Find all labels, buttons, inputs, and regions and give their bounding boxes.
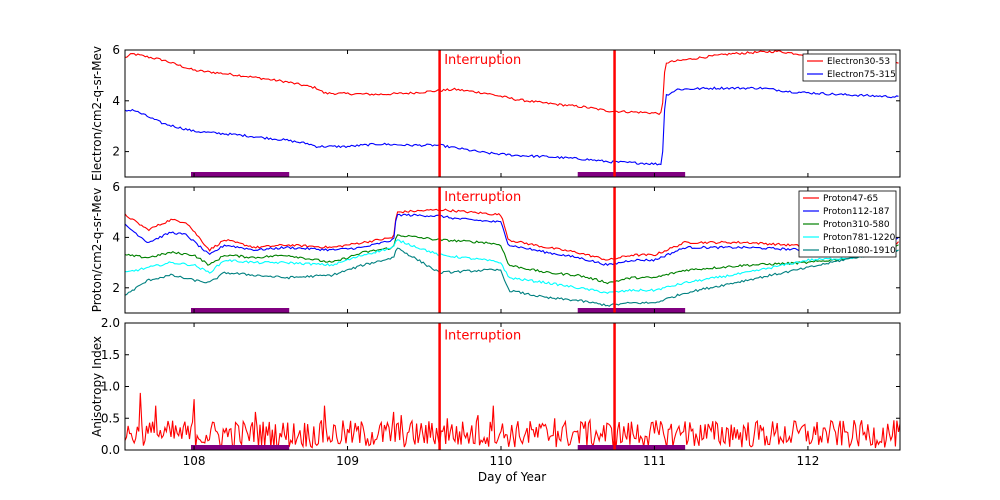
gap-bar-2-1 — [577, 445, 686, 450]
y-tick-label-2-0: 0.0 — [101, 443, 120, 457]
proton-panel: Interruption 2 4 6 Proton/cm2-q-sr-Mev Proton… — [90, 180, 901, 314]
y-tick-label-2-3: 1.5 — [101, 348, 120, 362]
y-axis-label-2: Anisotropy Index — [90, 336, 104, 437]
interruption-label-0: Interruption — [444, 53, 521, 68]
series-line-1-0 — [125, 208, 899, 261]
anisotropy-panel: Interruption 0.0 0.5 1.0 1.5 2.0 108 109 110 111 1… — [90, 316, 901, 468]
y-tick-label-0-0: 2 — [112, 145, 120, 159]
y-tick-label-2-2: 1.0 — [101, 380, 120, 394]
y-tick-label-0-2: 6 — [112, 43, 120, 57]
series-line-1-4 — [125, 247, 899, 307]
x-tick-label-0: 108 — [183, 454, 206, 468]
series-line-0-1 — [125, 86, 899, 166]
gap-bar-2-0 — [190, 445, 290, 450]
x-tick-label-2: 110 — [490, 454, 513, 468]
legend-entry-1-3: Proton781-1220 — [823, 233, 896, 243]
plot-frame-0 — [124, 49, 901, 178]
x-tick-label-4: 112 — [796, 454, 819, 468]
y-tick-label-0-1: 4 — [112, 94, 120, 108]
series-line-0-0 — [125, 50, 899, 116]
y-tick-label-1-0: 2 — [112, 281, 120, 295]
gap-bar-1-1 — [577, 308, 686, 313]
y-tick-label-1-1: 4 — [112, 230, 120, 244]
y-tick-label-2-1: 0.5 — [101, 411, 120, 425]
gap-bar-1-0 — [190, 308, 290, 313]
series-line-1-2 — [125, 234, 899, 285]
legend-entry-0-1: Electron75-315 — [827, 70, 896, 80]
legend-entry-1-4: Prton1080-1910 — [823, 246, 896, 256]
series-line-2-0 — [125, 392, 900, 450]
y-axis-label-0: Electron/cm2-q-sr-Mev — [90, 46, 104, 181]
gap-bar-0-1 — [577, 172, 686, 177]
gap-bar-0-0 — [190, 172, 290, 177]
legend-entry-1-0: Proton47-65 — [823, 194, 878, 204]
x-tick-label-1: 109 — [336, 454, 359, 468]
interruption-label-1: Interruption — [444, 190, 521, 205]
series-line-1-3 — [125, 239, 899, 294]
y-tick-label-1-2: 6 — [112, 180, 120, 194]
series-line-1-1 — [125, 213, 899, 267]
y-axis-label-1: Proton/cm2-q-sr-Mev — [90, 188, 104, 313]
legend-entry-0-0: Electron30-53 — [827, 57, 890, 67]
interruption-label-2: Interruption — [444, 329, 521, 344]
x-axis-label: Day of Year — [478, 470, 546, 484]
legend-entry-1-1: Proton112-187 — [823, 207, 890, 217]
x-tick-label-3: 111 — [643, 454, 666, 468]
electron-panel: Interruption 2 4 6 Electron/cm2-q-sr-Mev Elec… — [90, 43, 901, 181]
legend-entry-1-2: Proton310-580 — [823, 220, 890, 230]
plot-frame-1 — [124, 186, 901, 314]
y-tick-label-2-4: 2.0 — [101, 316, 120, 330]
legend-box-0 — [802, 53, 897, 82]
